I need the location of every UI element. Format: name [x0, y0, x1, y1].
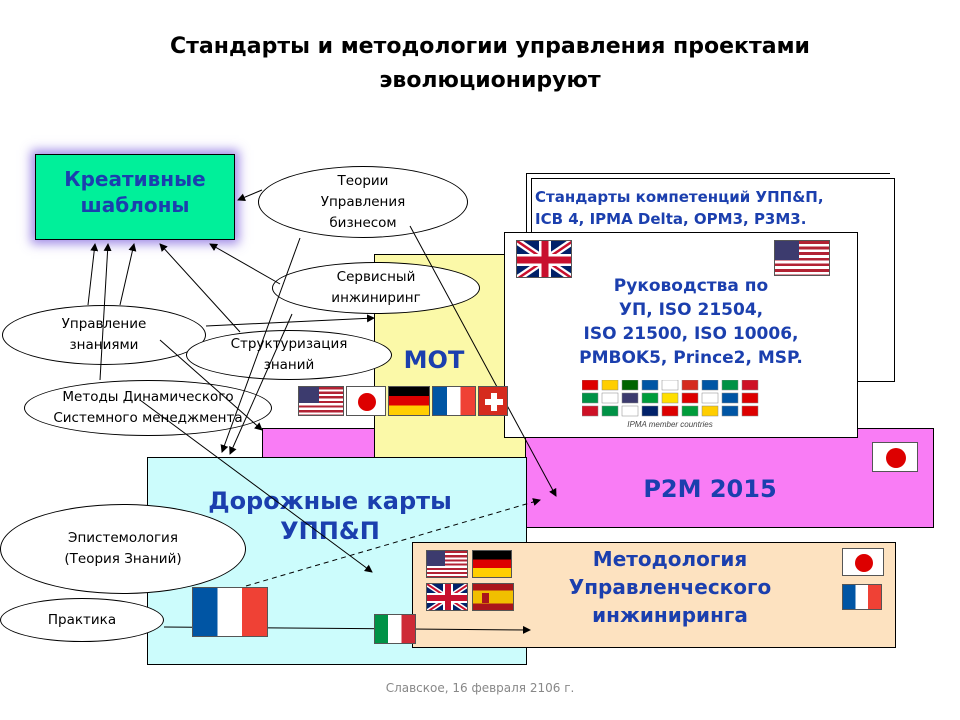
- ipma-caption: IPMA member countries: [627, 420, 713, 429]
- germany-flag-icon: [388, 386, 430, 416]
- switzerland-flag-icon: [478, 386, 508, 416]
- roadmap-label: Дорожные карты УПП&П: [208, 487, 452, 545]
- spain-flag-icon: [472, 583, 514, 611]
- usa-flag-icon: [426, 550, 468, 578]
- service-ellipse: Сервисный инжиниринг: [272, 262, 480, 314]
- p2m-label: P2M 2015: [643, 475, 777, 503]
- japan-flag-icon: [842, 548, 884, 576]
- uk-flag-icon: [516, 240, 572, 278]
- germany-flag-icon: [472, 550, 512, 578]
- ipma-flags-icon: [582, 380, 759, 417]
- france-flag-icon: [192, 587, 268, 637]
- slide-title: Стандарты и методологии управления проек…: [170, 34, 810, 93]
- practice-ellipse: Практика: [0, 598, 164, 642]
- italy-flag-icon: [374, 614, 416, 644]
- france-flag-icon: [432, 386, 476, 416]
- usa-flag-icon: [774, 240, 830, 276]
- guides-label: Руководства по УП, ISO 21504, ISO 21500,…: [579, 276, 803, 368]
- usa-flag-icon: [298, 386, 344, 416]
- theories-ellipse: Теории Управления бизнесом: [258, 166, 468, 238]
- japan-flag-icon: [872, 442, 918, 472]
- methodology-label: Методология Управленческого инжиниринга: [568, 547, 772, 627]
- france-flag-icon: [842, 584, 882, 610]
- mot-label: MOT: [403, 346, 465, 374]
- creative-label: Креативные шаблоны: [64, 167, 206, 217]
- japan-flag-icon: [346, 386, 386, 416]
- creative-box: [35, 154, 235, 240]
- footer-caption: Славское, 16 февраля 2106 г.: [385, 681, 575, 695]
- competence-label: Стандарты компетенций УПП&П, ICB 4, IPMA…: [535, 188, 824, 228]
- dynamic-ellipse: Методы Динамического Системного менеджме…: [24, 380, 272, 436]
- knowledge-ellipse: Управление знаниями: [2, 305, 206, 365]
- epistemology-ellipse: Эпистемология (Теория Знаний): [0, 504, 246, 594]
- uk-flag-icon: [426, 583, 468, 611]
